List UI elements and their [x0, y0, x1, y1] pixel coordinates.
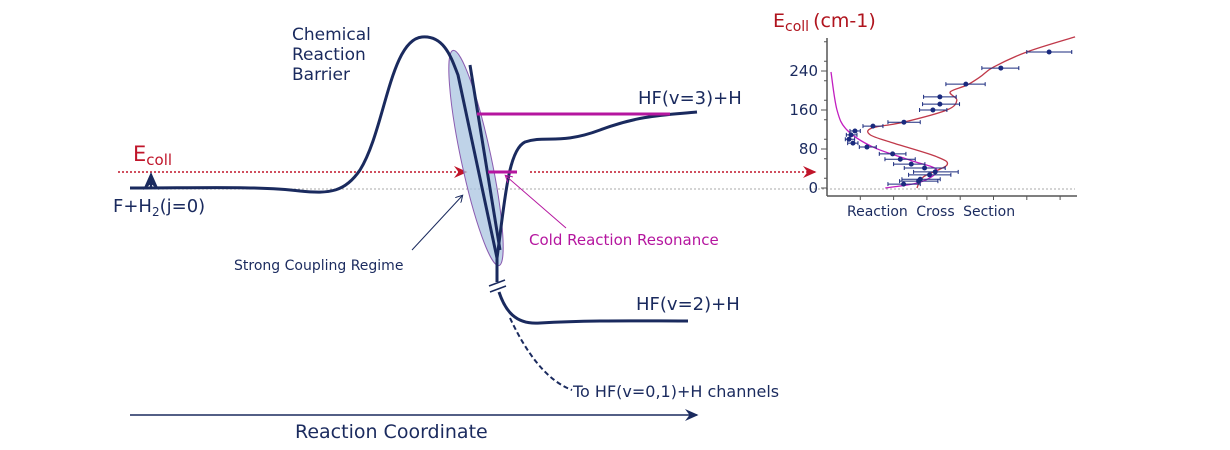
chart-x-label: Reaction Cross Section — [847, 204, 1015, 220]
y-tick-label: 160 — [789, 101, 818, 119]
resonance-curve-line — [830, 71, 938, 189]
cross-section-chart: Ecoll (cm-1) Reaction Cross Section 0 80 16… — [773, 10, 1077, 220]
strong-coupling-pointer — [411, 196, 462, 251]
y-tick-label: 0 — [808, 179, 818, 197]
data-point — [930, 107, 936, 113]
data-point — [848, 132, 854, 138]
data-point — [870, 123, 876, 129]
reactant-label: F+H2(j=0) — [113, 196, 205, 219]
ecoll-label: Ecoll — [133, 142, 172, 169]
reaction-coordinate-label: Reaction Coordinate — [295, 421, 488, 443]
y-tick-label: 240 — [789, 62, 818, 80]
exit-valley-v3 — [495, 110, 698, 259]
barrier-label-line2: Reaction — [292, 45, 366, 65]
potential-curve — [129, 35, 499, 259]
data-point — [890, 151, 896, 157]
axis-break-mark — [488, 279, 506, 287]
data-point — [850, 140, 856, 146]
hf-v3-label: HF(v=3)+H — [638, 88, 742, 109]
barrier-label-line1: Chemical — [292, 25, 371, 45]
axis-break-mark — [489, 285, 507, 293]
data-point — [901, 181, 907, 187]
exit-valley-v2 — [495, 258, 689, 325]
dashed-channel-path — [509, 317, 573, 391]
data-point — [901, 119, 907, 125]
strong-coupling-label: Strong Coupling Regime — [234, 258, 403, 274]
barrier-label-line3: Barrier — [292, 65, 350, 85]
data-point — [937, 101, 943, 107]
data-point — [846, 136, 852, 142]
chart-y-label: Ecoll (cm-1) — [773, 10, 876, 35]
data-point — [864, 144, 870, 150]
data-point — [998, 65, 1004, 71]
cold-resonance-label: Cold Reaction Resonance — [529, 231, 719, 249]
data-point — [927, 172, 933, 178]
hf-v2-label: HF(v=2)+H — [636, 294, 740, 315]
data-point — [922, 165, 928, 171]
theory-fit-line — [867, 36, 1076, 189]
data-point — [908, 161, 914, 167]
inner-wall-line — [468, 64, 502, 251]
data-point — [963, 81, 969, 87]
data-point — [897, 156, 903, 162]
data-point — [852, 128, 858, 134]
data-point — [1046, 49, 1052, 55]
data-point — [932, 169, 938, 175]
y-tick-label: 80 — [799, 140, 818, 158]
to-channels-label: To HF(v=0,1)+H channels — [572, 382, 779, 401]
data-point — [937, 94, 943, 100]
cold-resonance-pointer — [506, 176, 567, 229]
